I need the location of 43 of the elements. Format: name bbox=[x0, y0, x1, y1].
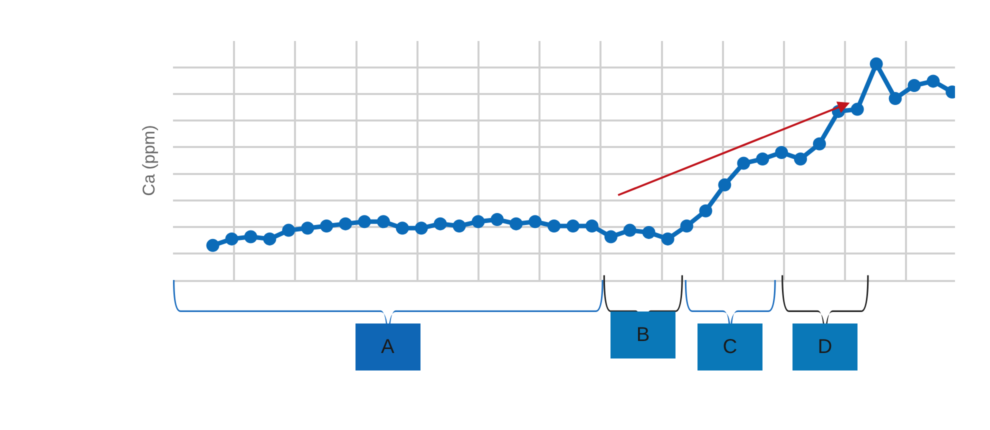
point bbox=[510, 217, 523, 230]
point bbox=[452, 219, 466, 232]
y-axis-title: Ca (ppm) bbox=[140, 125, 159, 196]
point bbox=[490, 212, 504, 226]
point bbox=[414, 222, 428, 235]
point bbox=[206, 238, 220, 252]
point bbox=[434, 217, 447, 230]
point bbox=[339, 217, 352, 230]
text: C bbox=[722, 336, 738, 358]
text: A bbox=[381, 336, 395, 358]
point bbox=[528, 215, 542, 228]
point bbox=[282, 224, 296, 237]
point bbox=[888, 92, 902, 105]
point bbox=[718, 178, 732, 192]
point bbox=[301, 222, 314, 235]
point bbox=[756, 152, 770, 166]
point bbox=[699, 204, 712, 218]
point bbox=[661, 232, 674, 246]
point bbox=[926, 74, 940, 88]
point bbox=[263, 232, 276, 246]
point bbox=[812, 137, 826, 150]
point bbox=[472, 215, 485, 228]
point bbox=[376, 215, 390, 228]
point bbox=[604, 230, 618, 244]
point bbox=[623, 224, 636, 237]
point bbox=[642, 226, 656, 239]
point bbox=[225, 232, 238, 246]
point bbox=[396, 222, 409, 235]
point bbox=[244, 230, 258, 244]
point bbox=[908, 79, 921, 92]
point bbox=[566, 219, 580, 232]
point bbox=[775, 146, 788, 159]
text: D bbox=[818, 336, 832, 358]
point bbox=[548, 219, 561, 232]
point bbox=[794, 152, 807, 166]
point bbox=[870, 57, 883, 70]
point bbox=[850, 102, 864, 116]
point bbox=[320, 219, 334, 232]
point bbox=[358, 215, 371, 228]
point bbox=[737, 156, 750, 170]
point bbox=[585, 219, 598, 232]
point bbox=[680, 219, 694, 232]
text: B bbox=[636, 324, 650, 346]
